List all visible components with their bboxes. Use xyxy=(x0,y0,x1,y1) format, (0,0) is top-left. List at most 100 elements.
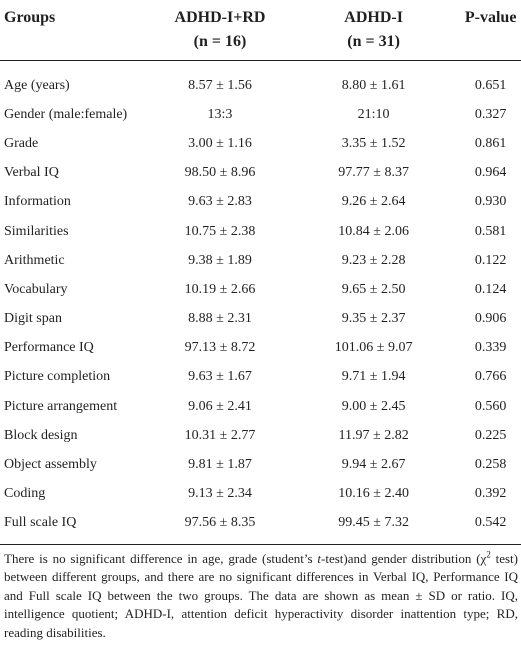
table-row: Grade 3.00 ± 1.16 3.35 ± 1.52 0.861 xyxy=(0,129,521,158)
header-title: Groups xyxy=(4,9,56,26)
row-label: Similarities xyxy=(4,223,69,239)
table-row: Performance IQ 97.13 ± 8.72 101.06 ± 9.07 0… xyxy=(0,334,521,363)
cell: 9.63 ± 1.67 xyxy=(188,369,252,385)
table-row: Block design 10.31 ± 2.77 11.97 ± 2.82 0.22… xyxy=(0,421,521,450)
table-row: Information 9.63 ± 2.83 9.26 ± 2.64 0.930 xyxy=(0,188,521,217)
header-cell: ADHD-I+RD (n = 16) xyxy=(153,0,287,61)
row-label: Information xyxy=(4,194,71,210)
cell: 9.65 ± 2.50 xyxy=(341,281,406,297)
cell: 0.327 xyxy=(474,106,507,122)
cell: 10.16 ± 2.40 xyxy=(338,486,409,502)
row-label: Picture completion xyxy=(4,369,111,385)
footnote-text: t xyxy=(317,551,321,566)
cell: 8.88 ± 2.31 xyxy=(188,311,252,327)
footnote-text: There is no significant difference in ag… xyxy=(4,551,318,566)
footnote-text: 2 xyxy=(486,549,491,560)
header-cell: ADHD-I (n = 31) xyxy=(286,0,461,61)
table-row: Full scale IQ 97.56 ± 8.35 99.45 ± 7.32 0.5… xyxy=(0,508,521,545)
cell: 10.84 ± 2.06 xyxy=(338,223,409,239)
table-body: Age (years) 8.57 ± 1.56 8.80 ± 1.61 0.651 Ge… xyxy=(0,61,521,545)
cell: 0.392 xyxy=(474,486,507,502)
cell: 9.06 ± 2.41 xyxy=(188,398,252,414)
cell: 0.122 xyxy=(474,252,507,268)
cell: 8.80 ± 1.61 xyxy=(341,77,406,93)
table-row: Digit span 8.88 ± 2.31 9.35 ± 2.37 0.906 xyxy=(0,305,521,334)
row-label: Gender (male:female) xyxy=(4,106,128,122)
row-label: Block design xyxy=(4,427,78,443)
table-row: Age (years) 8.57 ± 1.56 8.80 ± 1.61 0.651 xyxy=(0,61,521,101)
table-header: Groups ADHD-I+RD (n = 16) ADHD-I (n = 31) P-v… xyxy=(0,0,521,61)
table-row: Arithmetic 9.38 ± 1.89 9.23 ± 2.28 0.122 xyxy=(0,246,521,275)
cell: 0.581 xyxy=(474,223,507,239)
table-row: Verbal IQ 98.50 ± 8.96 97.77 ± 8.37 0.964 xyxy=(0,159,521,188)
table-row: Picture arrangement 9.06 ± 2.41 9.00 ± 2.4… xyxy=(0,392,521,421)
cell: 0.906 xyxy=(474,311,507,327)
cell: 9.35 ± 2.37 xyxy=(341,311,406,327)
cell: 97.13 ± 8.72 xyxy=(184,340,256,356)
cell: 0.766 xyxy=(474,369,507,385)
cell: 9.23 ± 2.28 xyxy=(341,252,406,268)
header-subtitle: (n = 16) xyxy=(193,33,247,50)
table-row: Similarities 10.75 ± 2.38 10.84 ± 2.06 0.58… xyxy=(0,217,521,246)
table-row: Coding 9.13 ± 2.34 10.16 ± 2.40 0.392 xyxy=(0,480,521,509)
header-cell: P-value xyxy=(460,0,521,61)
footnote: There is no significant difference in ag… xyxy=(4,550,518,642)
header-title: ADHD-I+RD xyxy=(174,9,266,26)
cell: 10.31 ± 2.77 xyxy=(184,427,256,443)
cell: 3.00 ± 1.16 xyxy=(188,135,252,151)
cell: 10.19 ± 2.66 xyxy=(184,281,256,297)
row-label: Arithmetic xyxy=(4,252,65,268)
cell: 101.06 ± 9.07 xyxy=(334,340,413,356)
cell: 9.38 ± 1.89 xyxy=(188,252,252,268)
cell: 9.94 ± 2.67 xyxy=(341,457,406,473)
row-label: Verbal IQ xyxy=(4,165,59,181)
cell: 11.97 ± 2.82 xyxy=(338,427,409,443)
cell: 0.651 xyxy=(474,77,507,93)
cell: 0.124 xyxy=(474,281,507,297)
cell: 0.964 xyxy=(474,165,507,181)
header-title: P-value xyxy=(464,9,517,26)
footnote-text: -test)and gender distribution (χ xyxy=(321,551,487,566)
footnote-text: test) between different groups, and ther… xyxy=(4,551,518,640)
cell: 0.339 xyxy=(474,340,507,356)
cell: 13:3 xyxy=(207,106,233,122)
cell: 9.63 ± 2.83 xyxy=(188,194,252,210)
cell: 0.542 xyxy=(460,508,521,545)
row-label: Performance IQ xyxy=(4,340,94,356)
header-title: ADHD-I xyxy=(344,9,403,26)
cell: 21:10 xyxy=(357,106,390,122)
cell: 9.13 ± 2.34 xyxy=(188,486,252,502)
table-row: Object assembly 9.81 ± 1.87 9.94 ± 2.67 0.2… xyxy=(0,450,521,479)
cell: 0.225 xyxy=(474,427,507,443)
table-row: Vocabulary 10.19 ± 2.66 9.65 ± 2.50 0.124 xyxy=(0,275,521,304)
cell: 0.560 xyxy=(474,398,507,414)
cell: 0.861 xyxy=(474,135,507,151)
row-label: Digit span xyxy=(4,311,62,327)
cell: 99.45 ± 7.32 xyxy=(286,508,461,545)
cell: 9.26 ± 2.64 xyxy=(341,194,406,210)
row-label: Picture arrangement xyxy=(4,398,118,414)
cell: 97.77 ± 8.37 xyxy=(338,165,409,181)
header-subtitle: (n = 31) xyxy=(347,33,400,50)
cell: 97.56 ± 8.35 xyxy=(153,508,287,545)
cell: 0.930 xyxy=(474,194,507,210)
cell: 9.71 ± 1.94 xyxy=(341,369,406,385)
data-table: Groups ADHD-I+RD (n = 16) ADHD-I (n = 31) P-v… xyxy=(0,0,521,545)
cell: 3.35 ± 1.52 xyxy=(341,135,406,151)
header-row: Groups ADHD-I+RD (n = 16) ADHD-I (n = 31) P-v… xyxy=(0,0,521,61)
row-label: Coding xyxy=(4,486,46,502)
header-cell: Groups xyxy=(0,0,154,61)
table-row: Picture completion 9.63 ± 1.67 9.71 ± 1.94… xyxy=(0,363,521,392)
cell: 10.75 ± 2.38 xyxy=(184,223,256,239)
cell: 98.50 ± 8.96 xyxy=(184,165,256,181)
cell: 8.57 ± 1.56 xyxy=(188,77,252,93)
cell: 9.00 ± 2.45 xyxy=(341,398,406,414)
row-label: Grade xyxy=(4,135,39,151)
cell: 0.258 xyxy=(474,457,507,473)
cell: 9.81 ± 1.87 xyxy=(188,457,252,473)
row-label: Age (years) xyxy=(4,77,70,93)
row-label: Vocabulary xyxy=(4,281,68,297)
table-row: Gender (male:female) 13:3 21:10 0.327 xyxy=(0,100,521,129)
row-label: Object assembly xyxy=(4,457,97,473)
